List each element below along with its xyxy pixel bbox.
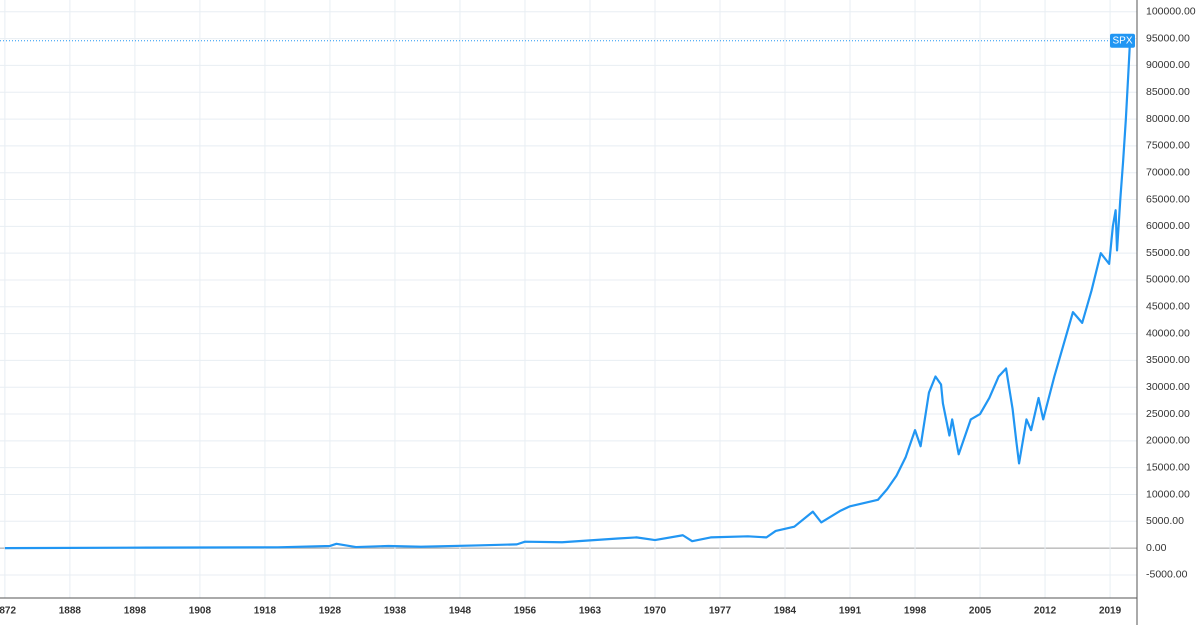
x-tick-label: 2012 — [1034, 606, 1057, 617]
y-tick-label: 75000.00 — [1146, 140, 1190, 152]
x-tick-label: 1991 — [839, 606, 862, 617]
y-tick-label: 35000.00 — [1146, 354, 1190, 366]
x-tick-label: 2019 — [1099, 606, 1122, 617]
y-tick-label: 85000.00 — [1146, 86, 1190, 98]
y-tick-label: 25000.00 — [1146, 408, 1190, 420]
y-tick-label: 80000.00 — [1146, 113, 1190, 125]
y-tick-label: 20000.00 — [1146, 435, 1190, 447]
y-tick-label: 45000.00 — [1146, 301, 1190, 313]
plot — [0, 40, 1137, 550]
x-tick-label: 1948 — [449, 606, 472, 617]
x-tick-label: 1956 — [514, 606, 537, 617]
y-tick-label: 10000.00 — [1146, 488, 1190, 500]
x-tick-label: 1898 — [124, 606, 147, 617]
series-badge — [1110, 33, 1135, 48]
x-tick-label: 1963 — [579, 606, 602, 617]
x-tick-label: 1938 — [384, 606, 407, 617]
x-tick-label: 1918 — [254, 606, 277, 617]
x-tick-label: 1928 — [319, 606, 342, 617]
x-tick-label: 1908 — [189, 606, 212, 617]
series-name: SPX — [1112, 35, 1132, 46]
y-tick-label: 65000.00 — [1146, 193, 1190, 205]
y-tick-label: 95000.00 — [1146, 32, 1190, 44]
y-tick-label: -5000.00 — [1146, 569, 1188, 581]
x-tick-label: 1872 — [0, 606, 16, 617]
y-tick-label: 100000.00 — [1146, 6, 1196, 18]
x-tick-label: 1984 — [774, 606, 797, 617]
y-tick-label: 5000.00 — [1146, 515, 1184, 527]
x-tick-label: 1977 — [709, 606, 732, 617]
y-tick-label: 15000.00 — [1146, 461, 1190, 473]
y-tick-label: 60000.00 — [1146, 220, 1190, 232]
x-tick-label: 1998 — [904, 606, 927, 617]
x-tick-label: 1888 — [59, 606, 82, 617]
y-tick-label: 55000.00 — [1146, 247, 1190, 259]
y-tick-label: 40000.00 — [1146, 327, 1190, 339]
grid — [0, 0, 1137, 598]
y-tick-label: 30000.00 — [1146, 381, 1190, 393]
x-tick-label: 1970 — [644, 606, 667, 617]
price-line — [4, 40, 1132, 550]
y-tick-label: 90000.00 — [1146, 59, 1190, 71]
y-tick-label: 50000.00 — [1146, 274, 1190, 286]
y-tick-label: 0.00 — [1146, 542, 1167, 554]
y-tick-label: 70000.00 — [1146, 166, 1190, 178]
x-tick-label: 2005 — [969, 606, 992, 617]
